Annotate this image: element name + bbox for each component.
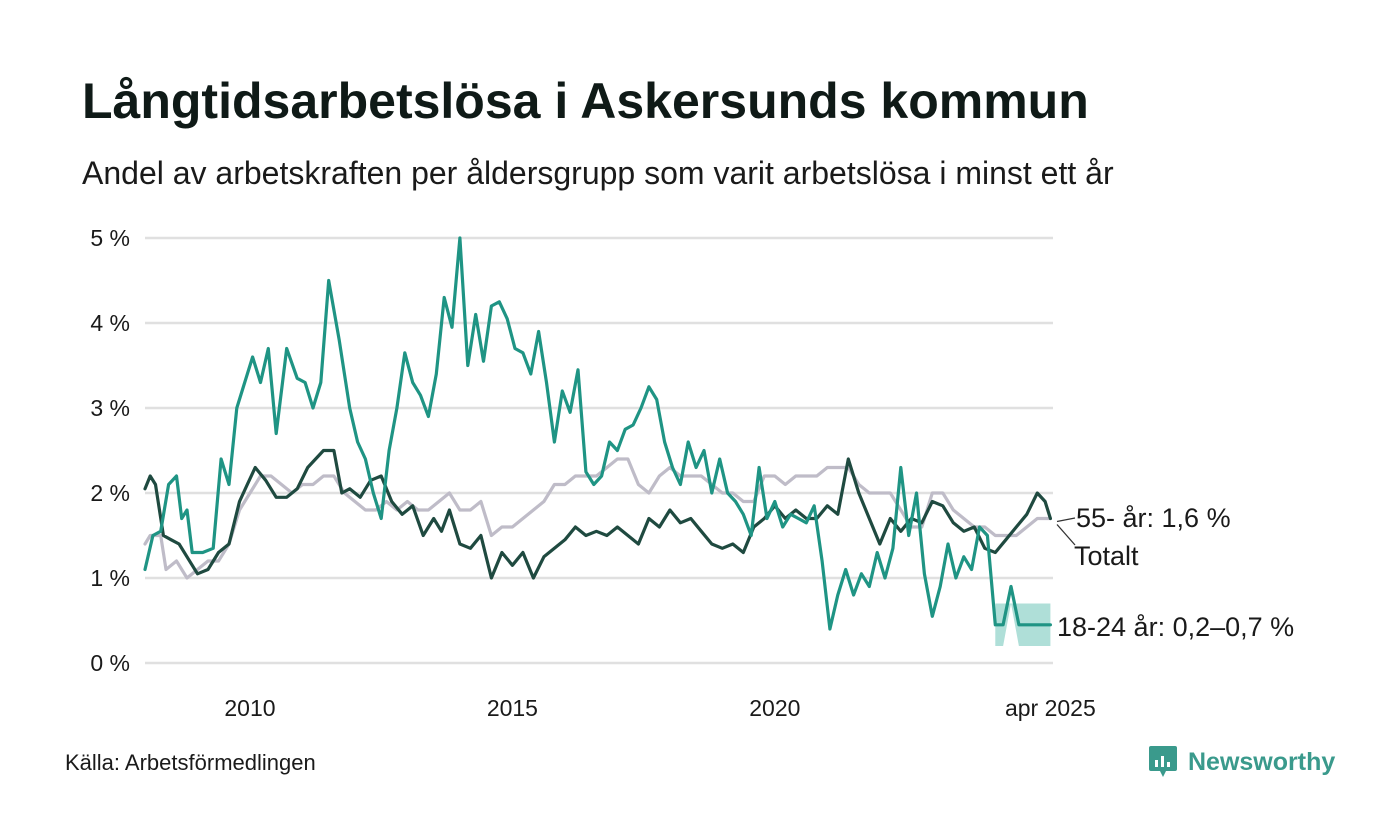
total-series-line [143,448,1053,580]
newsworthy-logo-icon [1149,746,1177,777]
brand-name: Newsworthy [1188,747,1336,776]
x-tick-label: 2010 [224,695,275,721]
axis-labels: 0 % 1 % 2 % 3 % 4 % 5 % 2010 2015 2020 apr 2025 55… [90,225,1294,721]
chart-subtitle: Andel av arbetskraften per åldersgrupp s… [82,155,1114,191]
series-lines [143,236,1053,631]
total-end-label: Totalt [1074,541,1139,571]
senior-end-label: 55- år: 1,6 % [1076,503,1231,533]
y-tick-label: 3 % [90,395,130,421]
y-tick-label: 4 % [90,310,130,336]
x-tick-label: apr 2025 [1005,695,1096,721]
senior-label-leader [1056,517,1076,523]
senior-series-line [143,457,1053,580]
y-tick-label: 1 % [90,565,130,591]
chart-title: Långtidsarbetslösa i Askersunds kommun [82,73,1089,129]
x-tick-label: 2015 [487,695,538,721]
source-note: Källa: Arbetsförmedlingen [65,750,316,775]
y-tick-label: 0 % [90,650,130,676]
youth-series-line [143,236,1053,631]
brand-logo: Newsworthy [1148,742,1335,782]
y-tick-label: 2 % [90,480,130,506]
youth-end-label: 18-24 år: 0,2–0,7 % [1057,612,1294,642]
x-tick-label: 2020 [749,695,800,721]
gridlines [145,236,1053,665]
y-tick-label: 5 % [90,225,130,251]
total-label-leader [1056,524,1076,546]
